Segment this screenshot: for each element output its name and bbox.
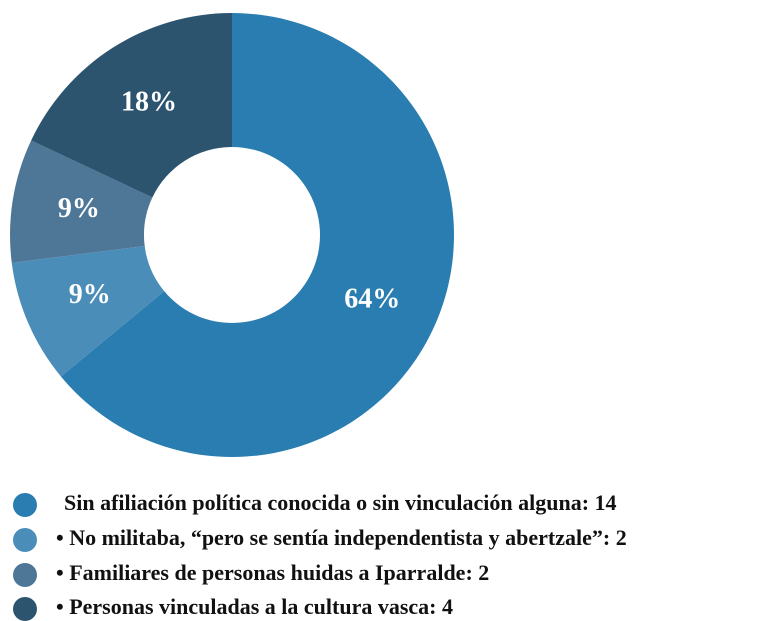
slice-label: 64%: [344, 283, 400, 314]
legend-swatch: [13, 597, 37, 621]
donut-slice: [11, 246, 165, 377]
legend-swatch: [13, 493, 37, 517]
slice-label: 9%: [69, 279, 111, 310]
donut-slice: [31, 13, 233, 198]
donut-slice: [9, 140, 153, 263]
legend-label: • Personas vinculadas a la cultura vasca…: [56, 594, 453, 619]
legend-label: • Familiares de personas huidas a Iparra…: [56, 560, 489, 585]
legend-swatch: [13, 563, 37, 587]
slice-label: 9%: [58, 193, 100, 224]
donut-slice: [60, 13, 455, 457]
legend-swatch: [13, 528, 37, 552]
legend-label: Sin afiliación política conocida o sin v…: [64, 490, 617, 515]
slice-label: 18%: [121, 87, 177, 118]
legend-label: • No militaba, “pero se sentía independe…: [56, 525, 627, 550]
